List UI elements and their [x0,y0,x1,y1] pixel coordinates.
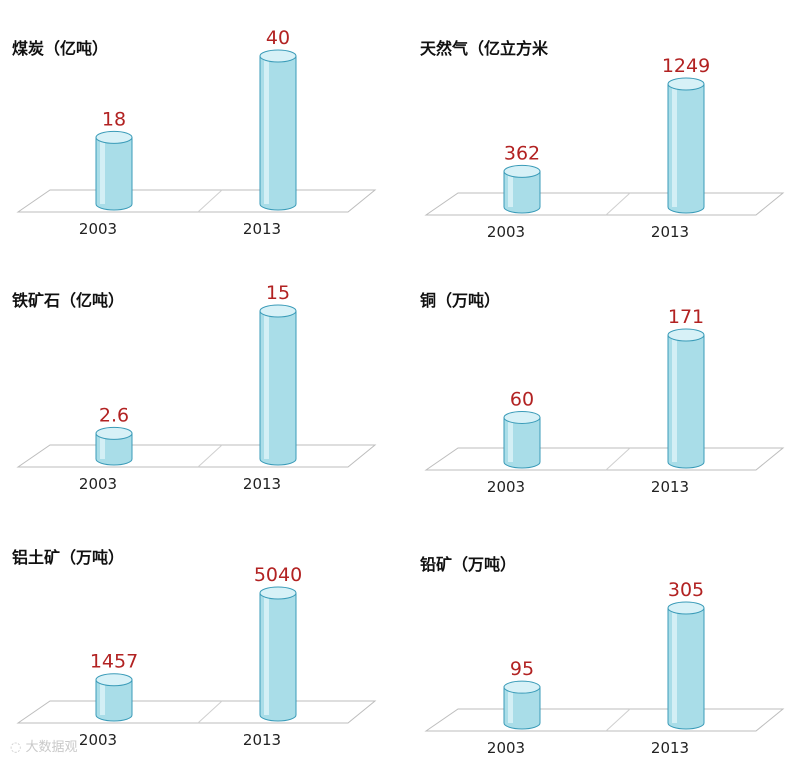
data-label: 362 [504,142,540,164]
category-label: 2003 [487,478,525,496]
chart-floor [16,189,377,213]
chart-title: 煤炭（亿吨） [12,39,108,58]
chart-floor [424,708,785,732]
chart-floor [16,700,377,724]
data-label: 2.6 [99,404,129,426]
data-label: 171 [668,306,704,328]
category-label: 2013 [651,478,689,496]
data-label: 18 [102,108,126,130]
bar-highlight [672,86,677,207]
chart-title: 铜（万吨） [420,291,500,310]
bar-top-2013 [259,586,297,600]
chart-floor-divider [605,708,631,732]
bar-highlight [508,419,513,462]
chart-panel: 煤炭（亿吨） 18 2003 40 2013 [12,27,377,238]
watermark-text: 大数据观 [25,740,78,755]
chart-floor-divider [197,700,223,724]
chart-title: 天然气（亿立方米 [420,39,549,58]
bar-top-2003 [95,426,133,440]
category-label: 2013 [651,739,689,757]
category-label: 2013 [243,475,281,493]
chart-panel: 铅矿（万吨） 95 2003 305 2013 [420,555,785,757]
category-label: 2003 [487,223,525,241]
bar-highlight [508,173,513,207]
bar-highlight [672,610,677,723]
category-label: 2003 [79,731,117,749]
bar-highlight [100,139,105,204]
data-label: 40 [266,27,290,49]
chart-floor-divider [197,444,223,468]
bar-top-2003 [95,673,133,687]
bar-top-2003 [95,130,133,144]
chart-title: 铝土矿（万吨） [12,548,124,567]
chart-title: 铁矿石（亿吨） [12,291,124,310]
chart-floor [424,447,785,471]
category-label: 2013 [243,220,281,238]
bar-top-2013 [259,304,297,318]
bar-highlight [672,337,677,462]
category-label: 2013 [243,731,281,749]
bar-top-2003 [503,410,541,424]
watermark: ◌ 大数据观 [10,736,78,755]
watermark-icon: ◌ [10,740,22,755]
category-label: 2003 [79,220,117,238]
chart-floor [424,192,785,216]
data-label: 5040 [254,564,302,586]
chart-floor-divider [605,447,631,471]
chart-floor-divider [605,192,631,216]
bar-highlight [508,689,513,723]
category-label: 2003 [79,475,117,493]
bar-highlight [100,435,105,459]
data-label: 305 [668,579,704,601]
data-label: 15 [266,282,290,304]
bar-top-2003 [503,680,541,694]
data-label: 1249 [662,55,710,77]
chart-panel: 铜（万吨） 60 2003 171 2013 [420,291,785,496]
category-label: 2003 [487,739,525,757]
bar-top-2013 [667,601,705,615]
chart-panel: 天然气（亿立方米 362 2003 1249 2013 [420,39,785,241]
bar-highlight [264,313,269,459]
bar-top-2013 [667,328,705,342]
bar-top-2003 [503,164,541,178]
chart-floor [16,444,377,468]
bar-highlight [100,681,105,715]
data-label: 60 [510,388,534,410]
category-label: 2013 [651,223,689,241]
data-label: 95 [510,658,534,680]
chart-floor-divider [197,189,223,213]
bar-top-2013 [667,77,705,91]
chart-title: 铅矿（万吨） [420,555,516,574]
bar-top-2013 [259,49,297,63]
chart-panel: 铁矿石（亿吨） 2.6 2003 15 2013 [12,282,377,493]
chart-panel: 铝土矿（万吨） 1457 2003 5040 2013 [12,548,377,749]
bar-highlight [264,595,269,715]
data-label: 1457 [90,651,138,673]
bar-highlight [264,58,269,204]
